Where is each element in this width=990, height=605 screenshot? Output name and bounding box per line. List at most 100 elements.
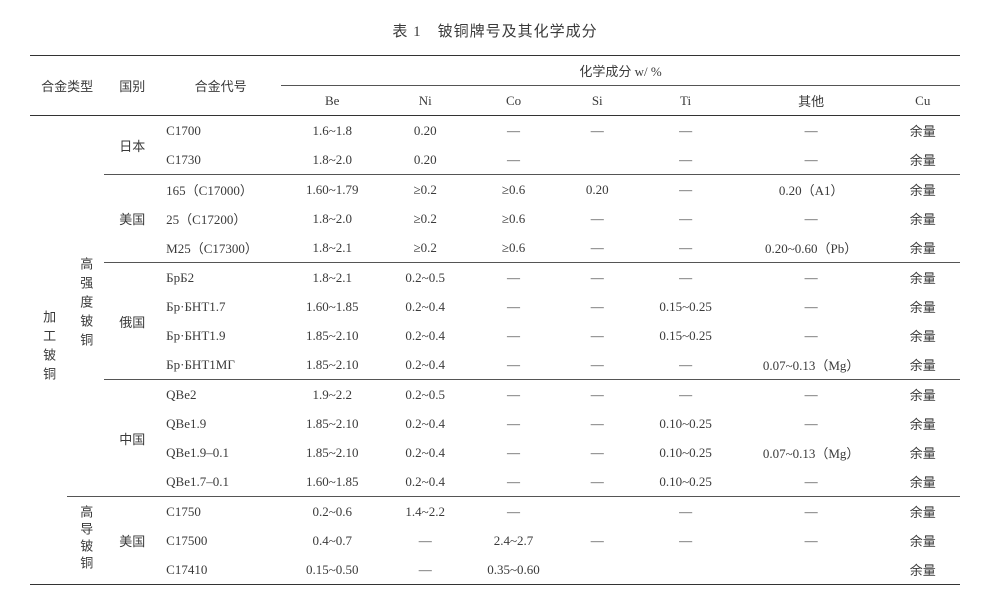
cell-Si — [560, 145, 634, 175]
cell-Be: 1.8~2.1 — [281, 263, 383, 293]
cell-Si: — — [560, 263, 634, 293]
cell-Be: 1.60~1.85 — [281, 292, 383, 321]
cell-Other: — — [737, 409, 886, 438]
cell-Cu: 余量 — [886, 116, 960, 146]
cell-Other: 0.20（A1） — [737, 175, 886, 205]
cell-Ni: 0.2~0.4 — [383, 467, 467, 497]
hdr-country: 国别 — [104, 56, 160, 116]
hdr-Si: Si — [560, 86, 634, 116]
cell-Ti: 0.10~0.25 — [634, 467, 736, 497]
cell-code: C1730 — [160, 145, 281, 175]
cell-Other: 0.07~0.13（Mg） — [737, 350, 886, 380]
cell-Other: — — [737, 292, 886, 321]
cell-Cu: 余量 — [886, 145, 960, 175]
cell-Ti: — — [634, 526, 736, 555]
cell-Other: — — [737, 380, 886, 410]
cell-Co: — — [467, 350, 560, 380]
cell-code: Бр·БНТ1МГ — [160, 350, 281, 380]
cell-Co: — — [467, 321, 560, 350]
cell-Si — [560, 497, 634, 527]
cell-Cu: 余量 — [886, 175, 960, 205]
cell-Ti: — — [634, 145, 736, 175]
cell-Si: — — [560, 116, 634, 146]
table-row: 加工铍铜 高强度铍铜 日本 C1700 1.6~1.8 0.20 — — — —… — [30, 116, 960, 146]
cell-Be: 1.85~2.10 — [281, 409, 383, 438]
grp-processed-label: 加工铍铜 — [39, 310, 58, 386]
cell-Co: — — [467, 438, 560, 467]
cell-Cu: 余量 — [886, 467, 960, 497]
cell-Other: — — [737, 467, 886, 497]
cell-Ti: — — [634, 350, 736, 380]
cell-code: Бр·БНТ1.7 — [160, 292, 281, 321]
cell-Ti: 0.10~0.25 — [634, 409, 736, 438]
cell-Ti — [634, 555, 736, 585]
cell-Co: — — [467, 467, 560, 497]
cell-Ti: 0.15~0.25 — [634, 321, 736, 350]
cell-Be: 0.4~0.7 — [281, 526, 383, 555]
cell-Si: — — [560, 292, 634, 321]
cell-Ti: — — [634, 204, 736, 233]
cell-Ni: 0.2~0.4 — [383, 409, 467, 438]
cell-Ni: ≥0.2 — [383, 204, 467, 233]
cell-Other — [737, 555, 886, 585]
hdr-Be: Be — [281, 86, 383, 116]
hdr-chem-group: 化学成分 w/ % — [281, 56, 960, 86]
cell-Other: — — [737, 526, 886, 555]
cell-Co: — — [467, 263, 560, 293]
cell-Be: 1.60~1.85 — [281, 467, 383, 497]
table-row: C1730 1.8~2.0 0.20 — — — 余量 — [30, 145, 960, 175]
table-caption: 表 1 铍铜牌号及其化学成分 — [30, 20, 960, 41]
cell-code: QBe1.7–0.1 — [160, 467, 281, 497]
table-row: 美国 165（C17000） 1.60~1.79 ≥0.2 ≥0.6 0.20 … — [30, 175, 960, 205]
grp-cn: 中国 — [104, 380, 160, 497]
cell-Cu: 余量 — [886, 204, 960, 233]
cell-Ni: 0.2~0.4 — [383, 350, 467, 380]
cell-Cu: 余量 — [886, 292, 960, 321]
table-row: QBe1.9 1.85~2.10 0.2~0.4 — — 0.10~0.25 —… — [30, 409, 960, 438]
cell-Ni: — — [383, 555, 467, 585]
cell-Co: ≥0.6 — [467, 233, 560, 263]
cell-Si: — — [560, 380, 634, 410]
cell-Ni: 0.2~0.4 — [383, 438, 467, 467]
cell-Cu: 余量 — [886, 409, 960, 438]
cell-code: C1750 — [160, 497, 281, 527]
cell-Cu: 余量 — [886, 321, 960, 350]
cell-Cu: 余量 — [886, 380, 960, 410]
cell-Be: 0.2~0.6 — [281, 497, 383, 527]
cell-Other: — — [737, 497, 886, 527]
cell-Ti: — — [634, 263, 736, 293]
composition-table: 合金类型 国别 合金代号 化学成分 w/ % Be Ni Co Si Ti 其他… — [30, 55, 960, 585]
cell-Co: — — [467, 145, 560, 175]
cell-Co: — — [467, 116, 560, 146]
cell-Si: — — [560, 438, 634, 467]
cell-code: M25（C17300） — [160, 233, 281, 263]
cell-Co: — — [467, 497, 560, 527]
cell-Be: 1.85~2.10 — [281, 438, 383, 467]
table-row: C17410 0.15~0.50 — 0.35~0.60 余量 — [30, 555, 960, 585]
cell-code: C17500 — [160, 526, 281, 555]
cell-Be: 1.9~2.2 — [281, 380, 383, 410]
cell-Ti: — — [634, 233, 736, 263]
cell-Cu: 余量 — [886, 497, 960, 527]
cell-Si: — — [560, 526, 634, 555]
cell-Ni: ≥0.2 — [383, 233, 467, 263]
cell-code: Бр·БНТ1.9 — [160, 321, 281, 350]
grp-jp: 日本 — [104, 116, 160, 175]
table-row: QBe1.9–0.1 1.85~2.10 0.2~0.4 — — 0.10~0.… — [30, 438, 960, 467]
cell-Ni: 0.2~0.4 — [383, 321, 467, 350]
cell-Si: — — [560, 233, 634, 263]
cell-code: 25（C17200） — [160, 204, 281, 233]
table-row: QBe1.7–0.1 1.60~1.85 0.2~0.4 — — 0.10~0.… — [30, 467, 960, 497]
table-row: 俄国 БрБ2 1.8~2.1 0.2~0.5 — — — — 余量 — [30, 263, 960, 293]
cell-Ni: 0.20 — [383, 145, 467, 175]
grp-high-cond-label: 高导铍铜 — [76, 505, 95, 573]
grp-high-strength-label: 高强度铍铜 — [76, 257, 95, 352]
table-row: 中国 QBe2 1.9~2.2 0.2~0.5 — — — — 余量 — [30, 380, 960, 410]
cell-Other: — — [737, 116, 886, 146]
cell-Si: — — [560, 350, 634, 380]
cell-Other: 0.20~0.60（Pb） — [737, 233, 886, 263]
cell-Be: 1.85~2.10 — [281, 350, 383, 380]
cell-Ni: 1.4~2.2 — [383, 497, 467, 527]
cell-Ni: ≥0.2 — [383, 175, 467, 205]
cell-Si: — — [560, 409, 634, 438]
